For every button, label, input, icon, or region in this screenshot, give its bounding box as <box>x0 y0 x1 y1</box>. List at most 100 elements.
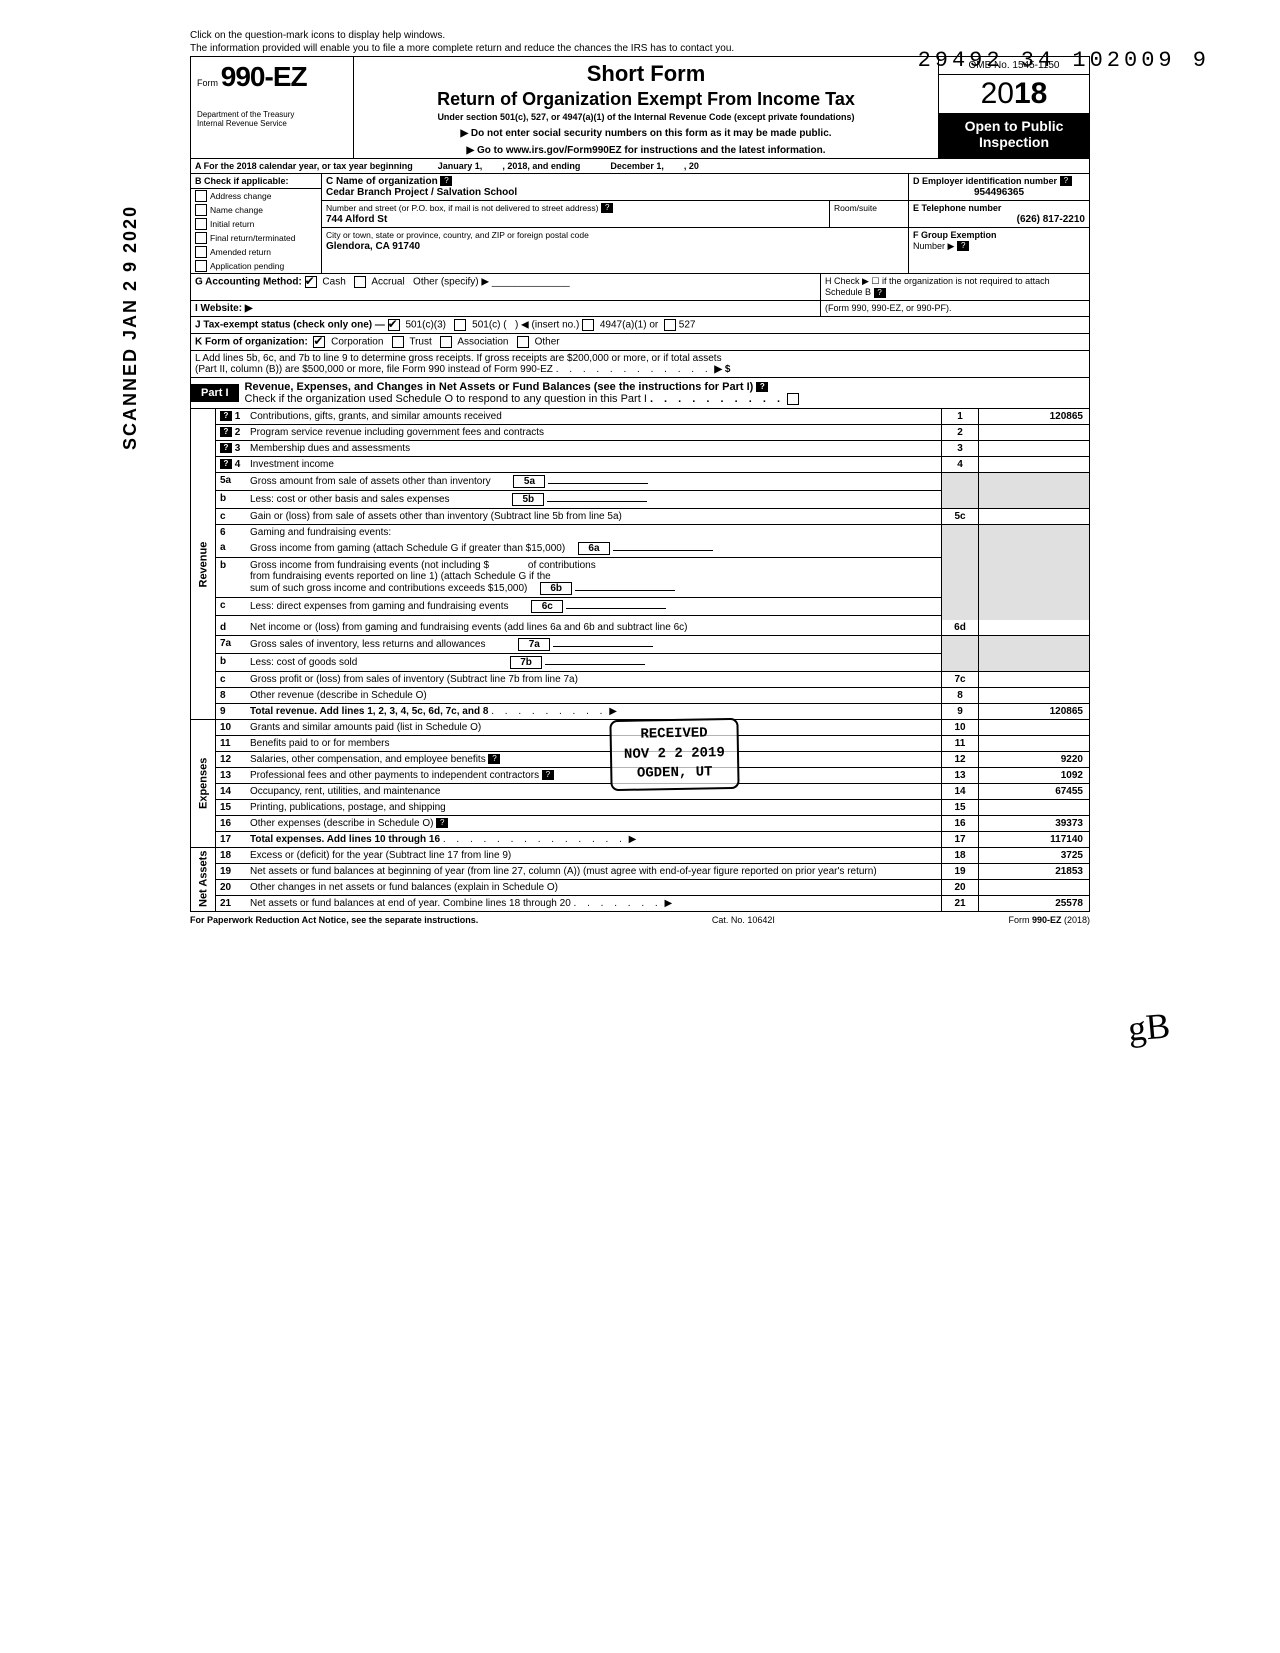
l-arrow: ▶ $ <box>714 364 730 375</box>
line-k: K Form of organization: Corporation Trus… <box>191 334 1089 350</box>
help-icon[interactable]: ? <box>488 754 500 764</box>
line-6b-t3: from fundraising events reported on line… <box>250 571 551 582</box>
bcdef-block: B Check if applicable: Address change Na… <box>190 174 1090 274</box>
section-b: B Check if applicable: Address change Na… <box>191 174 322 273</box>
e-label: E Telephone number <box>913 203 1001 213</box>
part-1-schedule-o-checkbox[interactable] <box>787 393 799 405</box>
line-7c-amount <box>979 671 1090 687</box>
line-14-amount: 67455 <box>979 783 1090 799</box>
j-501c3-checkbox[interactable] <box>388 319 400 331</box>
line-10-text: Grants and similar amounts paid (list in… <box>246 719 942 735</box>
org-city: Glendora, CA 91740 <box>326 241 420 252</box>
form-label: Form <box>197 78 218 88</box>
d-label: D Employer identification number <box>913 176 1057 186</box>
help-icon[interactable]: ? <box>220 443 232 453</box>
line-a-mid2: , 2018, and ending <box>502 161 580 171</box>
help-icon[interactable]: ? <box>440 176 452 186</box>
c-addr-row: Number and street (or P.O. box, if mail … <box>322 201 908 228</box>
b-name-change[interactable]: Name change <box>191 203 321 217</box>
help-icon[interactable]: ? <box>220 459 232 469</box>
line-6d-boxnum: 6d <box>942 620 979 636</box>
g-accrual-checkbox[interactable] <box>354 276 366 288</box>
j-4947-checkbox[interactable] <box>582 319 594 331</box>
j-501c3: 501(c)(3) <box>405 319 446 330</box>
k-corp-checkbox[interactable] <box>313 336 325 348</box>
part-1-label: Part I <box>191 384 239 402</box>
b-final-return[interactable]: Final return/terminated <box>191 231 321 245</box>
line-21-text: Net assets or fund balances at end of ye… <box>250 898 571 909</box>
line-20-amount <box>979 879 1090 895</box>
k-assoc: Association <box>457 336 508 347</box>
g-other-label: Other (specify) ▶ <box>413 277 489 288</box>
j-527-checkbox[interactable] <box>664 319 676 331</box>
line-5c-boxnum: 5c <box>942 508 979 524</box>
received-line-1: RECEIVED <box>623 724 724 745</box>
year-prefix: 20 <box>981 77 1014 110</box>
l-row: L Add lines 5b, 6c, and 7b to line 9 to … <box>190 351 1090 378</box>
b-application-pending[interactable]: Application pending <box>191 259 321 273</box>
line-a-row: A For the 2018 calendar year, or tax yea… <box>190 159 1090 174</box>
phone-value: (626) 817-2210 <box>913 214 1085 225</box>
help-icon[interactable]: ? <box>1060 176 1072 186</box>
line-19-amount: 21853 <box>979 863 1090 879</box>
arrow-instruction-2: ▶ Go to www.irs.gov/Form990EZ for instru… <box>362 145 930 156</box>
help-icon[interactable]: ? <box>756 382 768 392</box>
b-initial-return[interactable]: Initial return <box>191 217 321 231</box>
line-5c-text: Gain or (loss) from sale of assets other… <box>246 508 942 524</box>
k-row: K Form of organization: Corporation Trus… <box>190 334 1090 351</box>
help-icon[interactable]: ? <box>220 411 232 421</box>
g-cash-checkbox[interactable] <box>305 276 317 288</box>
dept-line-2: Internal Revenue Service <box>197 120 347 129</box>
help-icon[interactable]: ? <box>601 203 613 213</box>
c-city-row: City or town, state or province, country… <box>322 228 908 254</box>
i-label: I Website: ▶ <box>195 303 253 314</box>
line-7a-text: Gross sales of inventory, less returns a… <box>250 639 485 650</box>
help-icon[interactable]: ? <box>220 427 232 437</box>
dots: . . . . . . . . . . . . <box>556 364 712 375</box>
j-501c-checkbox[interactable] <box>454 319 466 331</box>
line-12-amount: 9220 <box>979 751 1090 767</box>
line-14-text: Occupancy, rent, utilities, and maintena… <box>246 783 942 799</box>
subtitle: Under section 501(c), 527, or 4947(a)(1)… <box>362 112 930 122</box>
line-4-boxnum: 4 <box>942 456 979 472</box>
line-11-amount <box>979 735 1090 751</box>
f-label-2: Number ▶ <box>913 241 954 251</box>
j-4947: 4947(a)(1) or <box>600 319 658 330</box>
revenue-section-label: Revenue <box>191 409 216 720</box>
line-a-end2: , 20 <box>684 161 699 171</box>
received-line-3: OGDEN, UT <box>624 763 725 784</box>
help-icon[interactable]: ? <box>874 288 886 298</box>
k-trust-checkbox[interactable] <box>392 336 404 348</box>
line-6a-minibox: 6a <box>578 542 610 555</box>
line-9-text: Total revenue. Add lines 1, 2, 3, 4, 5c,… <box>250 706 488 717</box>
netassets-section-label: Net Assets <box>191 847 216 911</box>
line-6a-text: Gross income from gaming (attach Schedul… <box>250 543 565 554</box>
line-6d-text: Net income or (loss) from gaming and fun… <box>246 620 942 636</box>
dots: . . . . . . . . . . <box>650 393 784 405</box>
k-assoc-checkbox[interactable] <box>440 336 452 348</box>
line-18-amount: 3725 <box>979 847 1090 863</box>
line-8-amount <box>979 687 1090 703</box>
line-7b-minibox: 7b <box>510 656 542 669</box>
d-ein-row: D Employer identification number ? 95449… <box>909 174 1089 201</box>
k-other-checkbox[interactable] <box>517 336 529 348</box>
open-line-1: Open to Public <box>939 118 1089 134</box>
part-1-title: Revenue, Expenses, and Changes in Net As… <box>239 378 1089 408</box>
help-icon[interactable]: ? <box>957 241 969 251</box>
part-1-title-text: Revenue, Expenses, and Changes in Net As… <box>245 381 754 393</box>
line-7b-text: Less: cost of goods sold <box>250 657 357 668</box>
line-21-amount: 25578 <box>979 895 1090 911</box>
b-address-change[interactable]: Address change <box>191 189 321 203</box>
h-sub: (Form 990, 990-EZ, or 990-PF). <box>820 301 1089 316</box>
f-label: F Group Exemption <box>913 230 997 240</box>
help-icon[interactable]: ? <box>542 770 554 780</box>
j-insert: ) ◀ (insert no.) <box>515 319 579 330</box>
form-number-cell: Form 990-EZ Department of the Treasury I… <box>191 57 354 158</box>
b-amended-return[interactable]: Amended return <box>191 245 321 259</box>
stamp-number: 29492 34 102009 9 <box>918 48 1210 73</box>
line-18-text: Excess or (deficit) for the year (Subtra… <box>246 847 942 863</box>
line-5a-text: Gross amount from sale of assets other t… <box>250 476 491 487</box>
line-1-text: Contributions, gifts, grants, and simila… <box>246 409 942 425</box>
line-20-text: Other changes in net assets or fund bala… <box>246 879 942 895</box>
help-icon[interactable]: ? <box>436 818 448 828</box>
